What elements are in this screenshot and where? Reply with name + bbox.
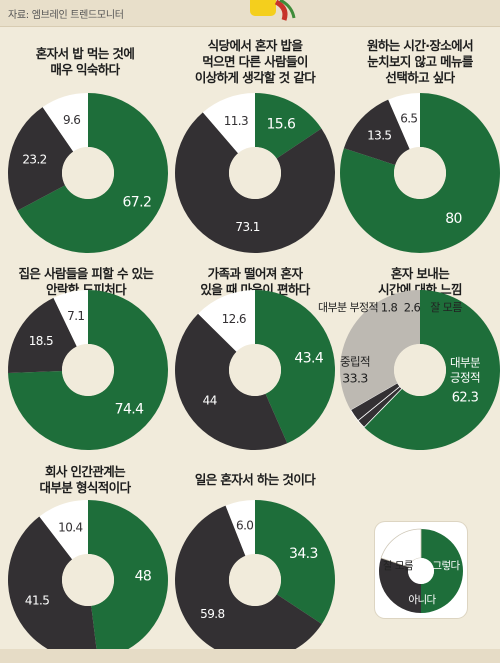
donut-2-slice-2 — [175, 112, 335, 253]
legend-slice-1 — [421, 529, 463, 613]
donut-5-label-1: 43.4 — [294, 351, 323, 367]
donut-2-hole — [229, 147, 281, 199]
legend-slice-2 — [379, 558, 421, 613]
donut-5: 43.4 44 12.6 — [175, 290, 335, 450]
donut-6-positive-name-1: 대부분 — [450, 356, 480, 370]
donut-3-slice-3 — [388, 93, 420, 150]
donut-5-slice-2 — [175, 313, 288, 450]
donut-2-label-2: 73.1 — [235, 220, 259, 234]
chart-title-2: 식당에서 혼자 밥을 먹으면 다른 사람들이 이상하게 생각할 것 같다 — [194, 38, 316, 85]
donut-8-label-3: 6.0 — [236, 518, 253, 532]
donut-1-hole — [62, 147, 114, 199]
chart-title-4: 집은 사람들을 피할 수 있는 안락한 도피처다 — [18, 266, 155, 297]
donut-8: 34.3 59.8 6.0 — [175, 500, 336, 660]
food-illustration — [250, 0, 296, 21]
donut-3-hole — [394, 147, 446, 199]
donut-6-unknown-name: 잘 모름 — [430, 301, 462, 314]
source-note: 자료: 엠브레인 트렌드모니터 — [8, 10, 124, 21]
donut-4-label-1: 74.4 — [115, 402, 144, 418]
donut-6-negative-value: 1.8 — [381, 301, 398, 315]
donut-1: 67.2 23.2 9.6 — [7, 93, 168, 253]
donut-8-slice-2 — [175, 505, 322, 660]
donut-7-slice-2 — [7, 516, 98, 661]
donut-1-label-1: 67.2 — [122, 194, 151, 210]
donut-1-label-3: 9.6 — [63, 113, 80, 127]
donut-6-positive-value: 62.3 — [452, 391, 479, 406]
donut-4-label-3: 7.1 — [67, 309, 84, 323]
donut-8-hole — [229, 554, 281, 606]
legend-label-no: 아니다 — [408, 594, 436, 606]
donut-3-label-2: 13.5 — [367, 128, 391, 142]
donut-1-slice-3 — [42, 93, 88, 152]
footer-band — [0, 649, 500, 663]
donut-7: 48 41.5 10.4 — [7, 500, 169, 661]
donut-8-slice-3 — [225, 500, 255, 556]
donut-5-slice-3 — [198, 290, 255, 352]
donut-3-label-3: 6.5 — [400, 112, 417, 126]
donut-6-hole — [394, 344, 446, 396]
donut-3-slice-2 — [343, 99, 410, 165]
donut-2: 15.6 73.1 11.3 — [175, 93, 335, 253]
donut-4-label-2: 18.5 — [29, 334, 53, 348]
chart-title-3: 원하는 시간·장소에서 눈치보지 않고 메뉴를 선택하고 싶다 — [366, 38, 474, 85]
donut-4-slice-3 — [53, 290, 88, 347]
donut-8-label-1: 34.3 — [289, 546, 318, 562]
legend-label-yes: 그렇다 — [432, 559, 460, 572]
chart-title-8: 일은 혼자서 하는 것이다 — [194, 472, 316, 487]
legend-hole — [408, 558, 434, 584]
donut-8-label-2: 59.8 — [200, 607, 224, 621]
donut-6-slice-4 — [340, 290, 420, 410]
donut-2-slice-1 — [255, 93, 322, 159]
donut-4-slice-1 — [8, 290, 169, 451]
donut-5-label-3: 12.6 — [222, 312, 246, 326]
donut-6-neutral-value: 33.3 — [342, 371, 367, 386]
donut-3-label-1: 80 — [445, 211, 462, 227]
donut-8-slice-1 — [255, 500, 336, 624]
legend-label-unknown: 잘 모름 — [383, 560, 414, 572]
donut-4-hole — [62, 344, 114, 396]
donut-6-unknown-value: 2.6 — [404, 301, 421, 315]
donut-7-slice-3 — [39, 500, 88, 560]
donut-7-slice-1 — [88, 500, 169, 660]
chart-title-5: 가족과 떨어져 혼자 있을 때 마음이 편하다 — [200, 266, 310, 297]
donut-7-label-2: 41.5 — [25, 593, 49, 607]
donut-4-slice-2 — [7, 297, 77, 374]
donut-3-slice-1 — [340, 93, 500, 253]
donut-1-slice-2 — [7, 107, 74, 211]
donut-1-slice-1 — [17, 93, 168, 253]
donut-1-label-2: 23.2 — [22, 152, 46, 166]
donut-2-slice-3 — [202, 93, 255, 154]
chart-title-7: 회사 인간관계는 대부분 형식적이다 — [39, 464, 132, 495]
donut-4: 74.4 18.5 7.1 — [7, 290, 169, 451]
chart-title-1: 혼자서 밥 먹는 것에 매우 익숙하다 — [35, 46, 135, 77]
donut-5-label-2: 44 — [203, 394, 217, 408]
donut-2-label-3: 11.3 — [224, 114, 248, 128]
donut-6-slice-1 — [364, 290, 500, 450]
donut-6-positive-name-2: 긍정적 — [450, 371, 480, 385]
donut-6-negative-name: 대부분 부정적 — [318, 301, 378, 314]
donut-5-hole — [229, 344, 281, 396]
donut-7-label-3: 10.4 — [58, 520, 82, 534]
donut-3: 80 13.5 6.5 — [340, 93, 500, 253]
donut-2-label-1: 15.6 — [266, 116, 295, 132]
donut-7-hole — [62, 554, 114, 606]
donut-6-neutral-name: 중립적 — [340, 355, 370, 369]
donut-5-slice-1 — [255, 290, 335, 444]
donut-7-label-1: 48 — [135, 569, 152, 585]
